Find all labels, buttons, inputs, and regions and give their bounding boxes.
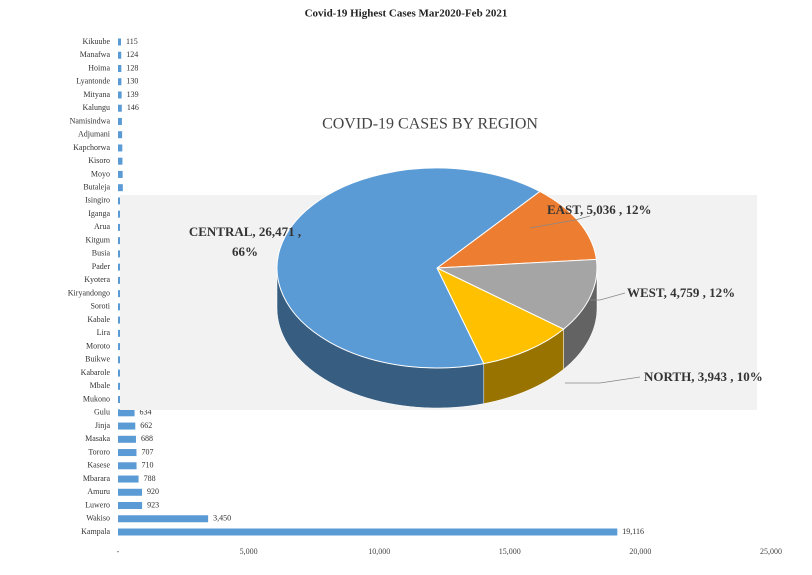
bar <box>118 117 122 125</box>
value-label: 3,450 <box>213 514 231 523</box>
bar <box>118 91 122 99</box>
y-tick-label: Kapchorwa <box>73 143 110 152</box>
bar <box>118 528 618 536</box>
y-tick-label: Buikwe <box>85 355 110 364</box>
bar <box>118 144 123 152</box>
y-tick-label: Adjumani <box>78 130 111 139</box>
y-tick-label: Mukono <box>83 394 110 403</box>
value-label: 130 <box>126 77 138 86</box>
y-tick-label: Kasese <box>87 461 110 470</box>
y-tick-label: Wakiso <box>86 514 110 523</box>
y-tick-label: Pader <box>92 262 111 271</box>
bar <box>118 422 136 430</box>
y-tick-label: Masaka <box>85 434 110 443</box>
value-label: 19,116 <box>622 527 644 536</box>
pie-slice <box>276 167 541 369</box>
bar <box>118 64 122 72</box>
value-label: 710 <box>142 461 154 470</box>
value-label: 662 <box>140 421 152 430</box>
slice-label: WEST, 4,759 , 12% <box>627 285 736 300</box>
value-label: 139 <box>127 90 139 99</box>
slice-label: NORTH, 3,943 , 10% <box>644 369 763 384</box>
y-tick-label: Butaleja <box>83 183 110 192</box>
y-tick-label: Luwero <box>85 500 110 509</box>
x-tick-label: 5,000 <box>240 547 258 556</box>
slice-label: CENTRAL, 26,471 , 66% <box>188 224 302 259</box>
y-tick-label: Moyo <box>91 169 110 178</box>
x-tick-label: - <box>117 547 120 556</box>
bar <box>118 38 122 46</box>
y-tick-label: Isingiro <box>85 196 110 205</box>
bar <box>118 462 137 470</box>
value-label: 634 <box>140 408 152 417</box>
y-tick-label: Gulu <box>94 408 110 417</box>
y-tick-label: Manafwa <box>80 50 111 59</box>
bar <box>118 409 135 417</box>
leader-line <box>590 292 626 301</box>
value-label: 124 <box>126 50 138 59</box>
y-tick-label: Kisoro <box>88 156 110 165</box>
bar <box>118 157 123 165</box>
bar <box>118 449 137 457</box>
bar <box>118 475 139 483</box>
value-label: 115 <box>126 37 138 46</box>
bar <box>118 51 122 59</box>
value-label: 707 <box>141 447 153 456</box>
y-tick-label: Kitgum <box>86 235 111 244</box>
value-label: 920 <box>147 487 159 496</box>
bar <box>118 78 122 86</box>
y-tick-label: Kiryandongo <box>68 288 110 297</box>
value-label: 688 <box>141 434 153 443</box>
pie-title: COVID-19 CASES BY REGION <box>322 116 538 133</box>
bar <box>118 170 123 178</box>
value-label: 146 <box>127 103 139 112</box>
bar <box>118 488 143 496</box>
y-tick-label: Moroto <box>86 341 110 350</box>
y-tick-label: Mityana <box>83 90 110 99</box>
x-tick-label: 15,000 <box>499 547 521 556</box>
y-tick-label: Kyotera <box>84 275 110 284</box>
value-label: 923 <box>147 500 159 509</box>
y-tick-label: Arua <box>94 222 110 231</box>
x-tick-label: 25,000 <box>760 547 782 556</box>
y-tick-label: Hoima <box>88 63 110 72</box>
y-tick-label: Kabale <box>87 315 110 324</box>
y-tick-label: Soroti <box>90 302 110 311</box>
pie-slice <box>435 266 565 365</box>
bar <box>118 131 123 139</box>
bar <box>118 515 209 523</box>
pie-slice <box>435 190 597 269</box>
leader-line <box>565 376 641 384</box>
bar <box>118 502 143 510</box>
y-tick-label: Mbarara <box>83 474 111 483</box>
y-tick-label: Kabarole <box>81 368 111 377</box>
slice-label: EAST, 5,036 , 12% <box>547 202 652 217</box>
y-tick-label: Lira <box>97 328 111 337</box>
y-tick-label: Namisindwa <box>70 116 111 125</box>
bar <box>118 104 122 112</box>
y-tick-label: Kampala <box>81 527 110 536</box>
y-tick-label: Lyantonde <box>76 77 110 86</box>
pie-slice <box>436 258 598 330</box>
bar <box>118 184 123 192</box>
y-tick-label: Busia <box>92 249 111 258</box>
bar <box>118 435 136 443</box>
y-tick-label: Jinja <box>95 421 111 430</box>
y-tick-label: Tororo <box>88 447 110 456</box>
y-tick-label: Amuru <box>87 487 110 496</box>
y-tick-label: Kikuube <box>82 37 110 46</box>
leader-line <box>529 215 591 229</box>
y-tick-label: Iganga <box>88 209 110 218</box>
y-tick-label: Kalungu <box>82 103 110 112</box>
y-tick-label: Mbale <box>90 381 111 390</box>
chart-title: Covid-19 Highest Cases Mar2020-Feb 2021 <box>305 8 508 20</box>
x-tick-label: 10,000 <box>368 547 390 556</box>
value-label: 788 <box>144 474 156 483</box>
value-label: 128 <box>126 63 138 72</box>
x-tick-label: 20,000 <box>629 547 651 556</box>
